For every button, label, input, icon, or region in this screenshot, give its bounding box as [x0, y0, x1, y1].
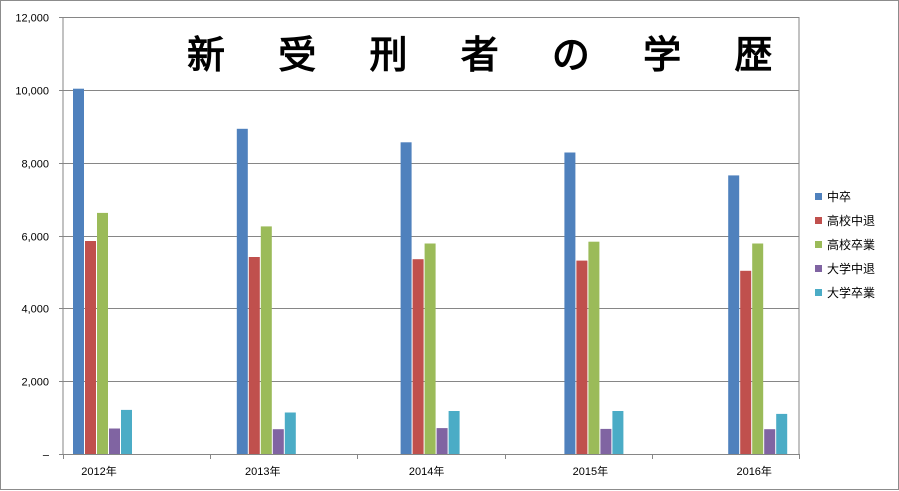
legend-label: 大学卒業	[827, 285, 875, 300]
x-tick-label: 2016年	[736, 464, 771, 478]
bar-4-3	[436, 428, 448, 454]
bar-3-5	[752, 243, 764, 454]
bars	[73, 88, 788, 455]
bar-4-1	[109, 428, 120, 454]
y-axis: – 2,000 4,000 6,000 8,000 10,000 12,000	[15, 13, 64, 462]
bar-2-3	[412, 259, 424, 454]
bar-3-1	[97, 212, 108, 454]
legend-label: 中卒	[827, 189, 851, 204]
bar-5-1	[121, 409, 132, 454]
x-axis: 2012年 2013年 2014年 2015年 2016年	[63, 454, 800, 478]
chart-title: 新 受 刑 者 の 学 歴	[187, 33, 792, 77]
bar-4-5	[764, 429, 776, 454]
y-tick-label: 10,000	[15, 86, 49, 98]
x-tick-label: 2013年	[245, 464, 280, 478]
legend-swatch	[815, 217, 822, 224]
legend-swatch	[815, 265, 822, 272]
y-tick-label: 2,000	[21, 377, 49, 389]
bar-4-2	[272, 429, 284, 454]
legend-label: 高校中退	[827, 213, 875, 228]
bar-1-3	[400, 142, 412, 455]
bar-3-4	[588, 241, 600, 454]
bar-5-3	[448, 411, 460, 454]
y-tick-label: –	[43, 450, 50, 462]
bar-3-3	[424, 243, 436, 454]
bar-2-2	[248, 257, 260, 454]
y-tick-label: 4,000	[21, 304, 49, 316]
bar-2-5	[740, 270, 752, 454]
bar-5-4	[612, 411, 624, 454]
x-tick-label: 2015年	[573, 464, 608, 478]
y-tick-label: 12,000	[15, 13, 49, 25]
legend-swatch	[815, 193, 822, 200]
y-tick-label: 8,000	[21, 159, 49, 171]
legend-swatch	[815, 289, 822, 296]
y-tick-label: 6,000	[21, 232, 49, 244]
bar-1-2	[236, 128, 248, 455]
legend-label: 大学中退	[827, 261, 875, 276]
legend-swatch	[815, 241, 822, 248]
bar-5-5	[776, 413, 788, 454]
bar-2-4	[576, 260, 588, 454]
bar-1-4	[564, 152, 576, 454]
legend-label: 高校卒業	[827, 237, 875, 252]
bar-2-1	[85, 241, 96, 454]
bar-3-2	[260, 226, 272, 454]
x-tick-label: 2012年	[81, 464, 116, 478]
bar-1-1	[73, 88, 84, 454]
bar-4-4	[600, 428, 612, 454]
x-tick-label: 2014年	[409, 464, 444, 478]
bar-1-5	[728, 175, 740, 454]
bar-5-2	[284, 412, 296, 454]
